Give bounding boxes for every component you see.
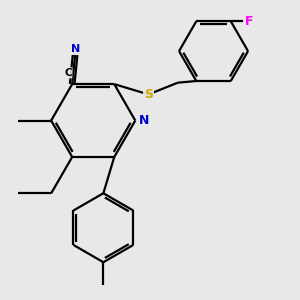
Text: S: S	[144, 88, 153, 101]
Text: N: N	[139, 114, 149, 127]
Text: F: F	[244, 15, 253, 28]
Text: C: C	[64, 68, 72, 78]
Text: N: N	[71, 44, 80, 54]
